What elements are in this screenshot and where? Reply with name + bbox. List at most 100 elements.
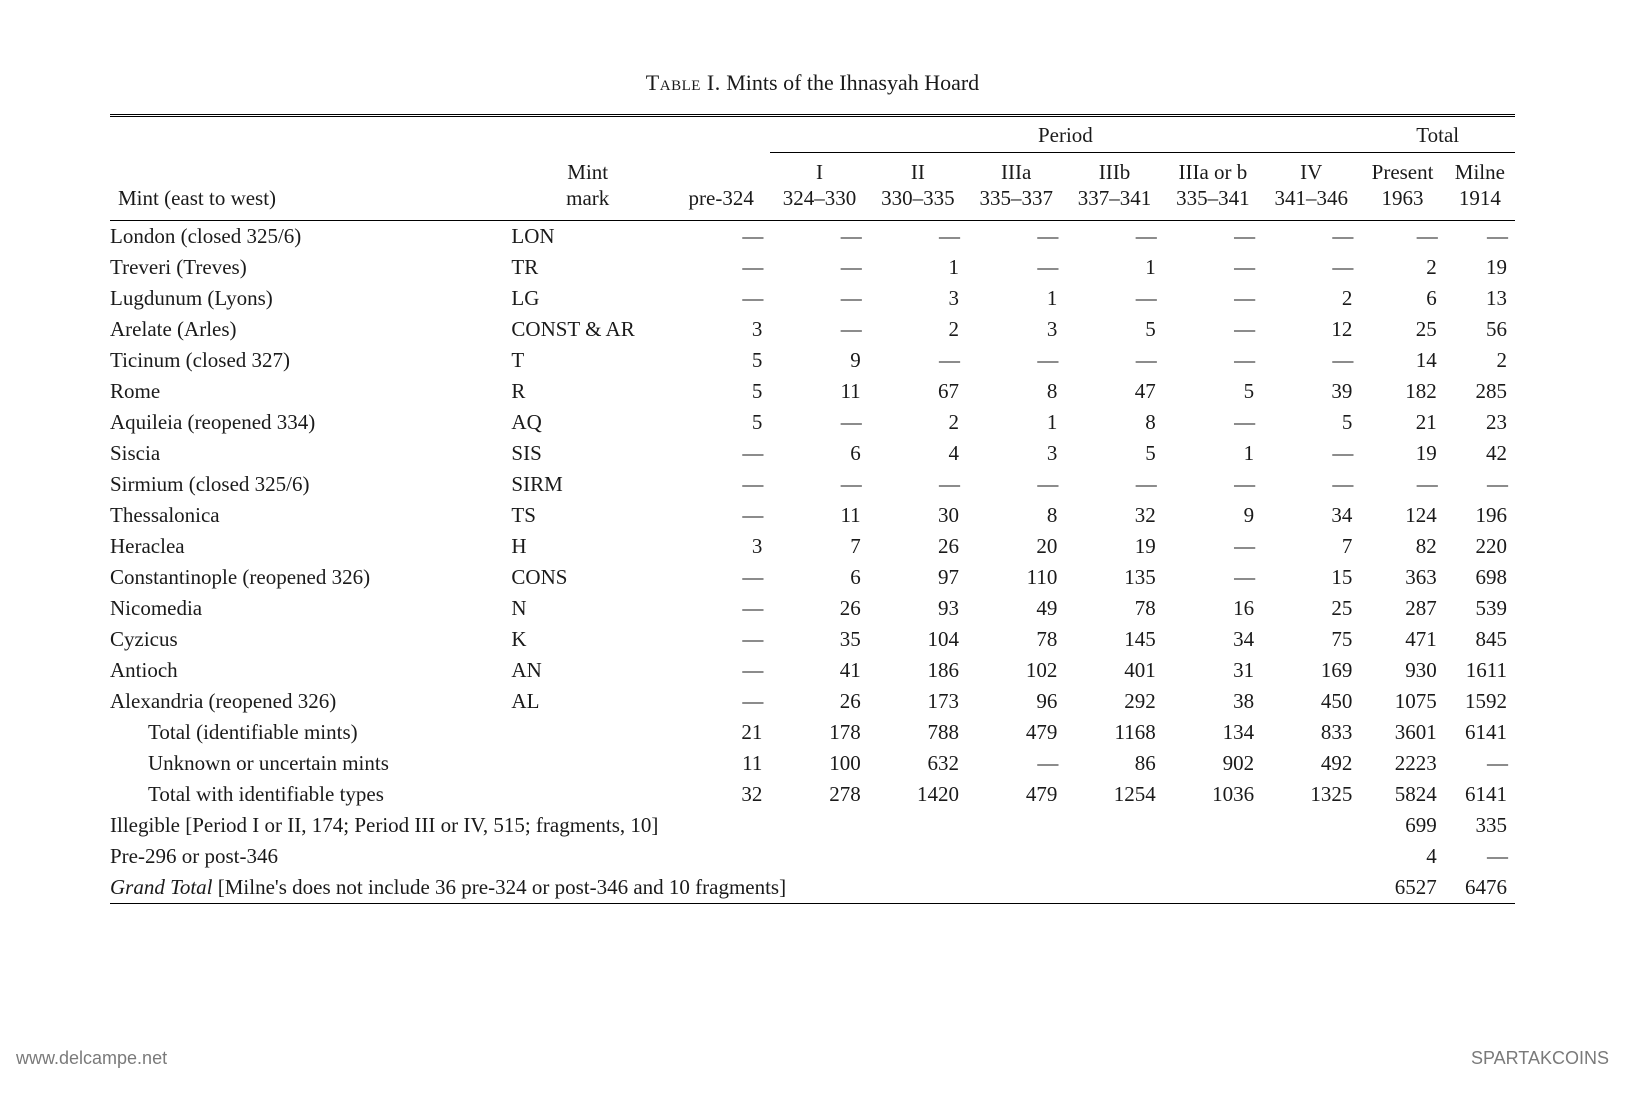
table-cell: 845 <box>1445 624 1515 655</box>
table-cell: 5 <box>672 376 770 407</box>
pre296-row: Pre-296 or post-3464— <box>110 841 1515 872</box>
table-cell: 135 <box>1065 562 1163 593</box>
table-cell: Arelate (Arles) <box>110 314 503 345</box>
table-cell: 21 <box>1360 407 1444 438</box>
table-cell: 38 <box>1164 686 1262 717</box>
table-cell: 67 <box>869 376 967 407</box>
table-cell: 178 <box>770 717 868 748</box>
mints-table: Period Total Mint (east to west) Mintmar… <box>110 114 1515 904</box>
table-cell: — <box>967 220 1065 252</box>
table-row: Constantinople (reopened 326)CONS—697110… <box>110 562 1515 593</box>
col-present: Present1963 <box>1360 153 1444 221</box>
table-cell: 173 <box>869 686 967 717</box>
table-cell: — <box>672 500 770 531</box>
table-cell: 285 <box>1445 376 1515 407</box>
table-cell: 1592 <box>1445 686 1515 717</box>
table-cell: TS <box>503 500 672 531</box>
table-cell: 11 <box>770 376 868 407</box>
table-cell: 1168 <box>1065 717 1163 748</box>
table-cell: 6141 <box>1445 779 1515 810</box>
table-cell: 3 <box>967 314 1065 345</box>
subtotal-label: Total (identifiable mints) <box>110 717 503 748</box>
table-cell: — <box>672 624 770 655</box>
col-IIIb: IIIb337–341 <box>1065 153 1163 221</box>
table-cell: 19 <box>1445 252 1515 283</box>
spanner-row: Period Total <box>110 116 1515 153</box>
table-cell: 86 <box>1065 748 1163 779</box>
table-cell: 32 <box>672 779 770 810</box>
table-cell: 78 <box>967 624 1065 655</box>
grand-total-row: Grand Total [Milne's does not include 36… <box>110 872 1515 904</box>
table-cell: 169 <box>1262 655 1360 686</box>
table-cell: — <box>1262 252 1360 283</box>
table-cell: 6141 <box>1445 717 1515 748</box>
table-cell: — <box>1262 220 1360 252</box>
subtotal-row: Total (identifiable mints)21178788479116… <box>110 717 1515 748</box>
table-cell: 1036 <box>1164 779 1262 810</box>
table-cell: Antioch <box>110 655 503 686</box>
table-cell: — <box>1445 841 1515 872</box>
table-cell: 110 <box>967 562 1065 593</box>
table-cell: — <box>1445 469 1515 500</box>
table-cell: Cyzicus <box>110 624 503 655</box>
table-cell: 5 <box>1065 438 1163 469</box>
table-cell: 21 <box>672 717 770 748</box>
table-cell: — <box>1262 438 1360 469</box>
table-cell: 698 <box>1445 562 1515 593</box>
table-cell: 134 <box>1164 717 1262 748</box>
table-cell: 145 <box>1065 624 1163 655</box>
grand-total-label: Grand Total [Milne's does not include 36… <box>110 872 1360 904</box>
table-cell: 1254 <box>1065 779 1163 810</box>
table-cell: 15 <box>1262 562 1360 593</box>
table-cell: 699 <box>1360 810 1444 841</box>
table-cell: 5 <box>1065 314 1163 345</box>
table-cell: 23 <box>1445 407 1515 438</box>
table-cell: — <box>672 283 770 314</box>
table-cell: 34 <box>1262 500 1360 531</box>
table-cell: 196 <box>1445 500 1515 531</box>
table-cell: 278 <box>770 779 868 810</box>
table-cell: 1 <box>967 407 1065 438</box>
table-cell: Ticinum (closed 327) <box>110 345 503 376</box>
table-cell: — <box>1065 283 1163 314</box>
subtotal-label: Unknown or uncertain mints <box>110 748 503 779</box>
col-mark: Mintmark <box>503 153 672 221</box>
table-cell: 5824 <box>1360 779 1444 810</box>
table-cell: 5 <box>672 345 770 376</box>
table-cell: London (closed 325/6) <box>110 220 503 252</box>
table-cell: — <box>770 407 868 438</box>
table-cell: Treveri (Treves) <box>110 252 503 283</box>
table-cell: K <box>503 624 672 655</box>
table-cell: 34 <box>1164 624 1262 655</box>
table-cell: Constantinople (reopened 326) <box>110 562 503 593</box>
table-body: London (closed 325/6)LON—————————Treveri… <box>110 220 1515 903</box>
spanner-total: Total <box>1360 116 1515 153</box>
table-cell: 104 <box>869 624 967 655</box>
table-cell: — <box>672 593 770 624</box>
table-cell: 287 <box>1360 593 1444 624</box>
table-cell: — <box>672 220 770 252</box>
table-cell: — <box>1445 220 1515 252</box>
table-cell: 6476 <box>1445 872 1515 904</box>
table-cell: 1420 <box>869 779 967 810</box>
table-cell: 6 <box>1360 283 1444 314</box>
table-cell: — <box>770 314 868 345</box>
table-cell: Heraclea <box>110 531 503 562</box>
spanner-period: Period <box>770 116 1360 153</box>
table-cell: R <box>503 376 672 407</box>
col-milne: Milne1914 <box>1445 153 1515 221</box>
table-cell: Rome <box>110 376 503 407</box>
table-cell: T <box>503 345 672 376</box>
table-cell: 1 <box>1164 438 1262 469</box>
table-row: Arelate (Arles)CONST & AR3—235—122556 <box>110 314 1515 345</box>
table-cell: 42 <box>1445 438 1515 469</box>
table-cell: — <box>869 220 967 252</box>
table-cell: 97 <box>869 562 967 593</box>
table-cell: 2 <box>1360 252 1444 283</box>
table-cell: 16 <box>1164 593 1262 624</box>
table-cell: — <box>770 252 868 283</box>
table-row: CyzicusK—35104781453475471845 <box>110 624 1515 655</box>
table-cell: Alexandria (reopened 326) <box>110 686 503 717</box>
table-cell: 6 <box>770 438 868 469</box>
table-cell: 35 <box>770 624 868 655</box>
